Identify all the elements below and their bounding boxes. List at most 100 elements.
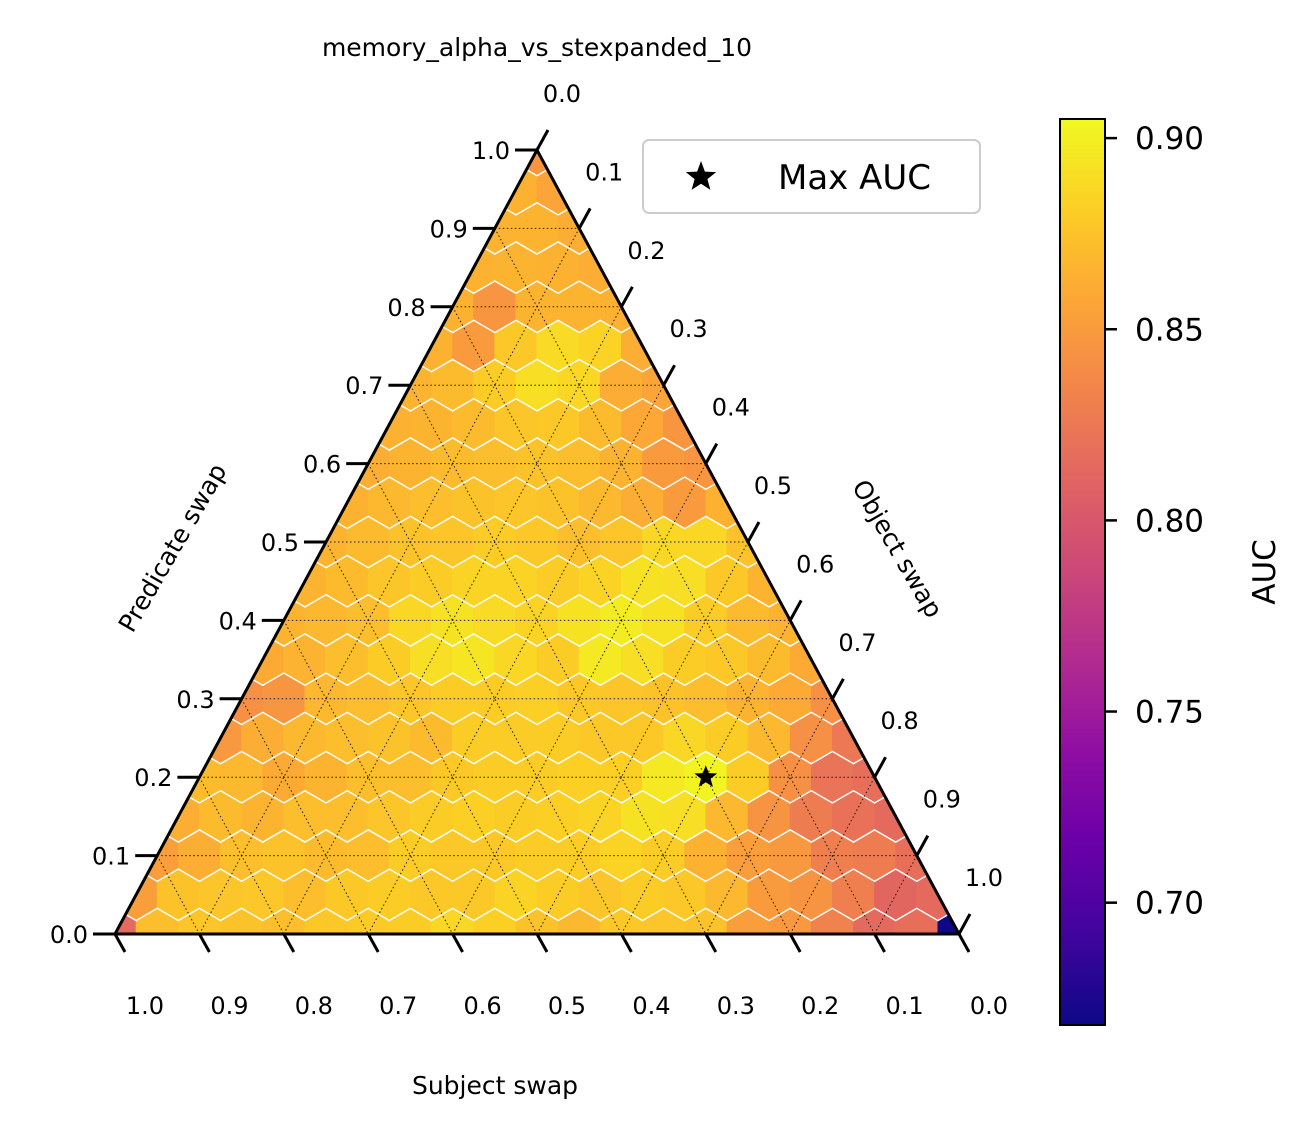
hex-cell xyxy=(747,634,791,685)
bottom-axis-tick-label: 0.1 xyxy=(886,992,924,1020)
bottom-axis-tick-label: 0.7 xyxy=(379,992,417,1020)
hex-cell xyxy=(621,791,664,842)
grid-line xyxy=(789,776,876,934)
bottom-axis-tick-label: 0.6 xyxy=(464,992,502,1020)
hex-cell xyxy=(853,909,897,934)
hex-cell xyxy=(452,477,496,528)
hex-cell xyxy=(431,673,475,724)
left-axis-tick-label: 0.1 xyxy=(92,843,130,871)
legend-box xyxy=(642,139,981,214)
hex-cell xyxy=(473,909,517,934)
left-axis-tick-label: 0.6 xyxy=(303,451,341,479)
bottom-axis-tick-label: 1.0 xyxy=(126,992,164,1020)
colorbar: 0.70 0.75 0.80 0.85 0.90 AUC xyxy=(1059,118,1283,1026)
right-axis-tick xyxy=(746,521,761,543)
hexbin-cells xyxy=(115,150,959,934)
hex-cell xyxy=(220,752,264,803)
hex-cell xyxy=(599,909,643,934)
right-axis-tick xyxy=(957,913,972,935)
bottom-axis-tick xyxy=(788,933,802,953)
hex-cell xyxy=(621,713,664,763)
bottom-axis-tick-label: 0.3 xyxy=(717,992,755,1020)
right-axis-tick-label: 0.1 xyxy=(585,158,623,186)
hex-cell xyxy=(705,713,749,763)
hex-cell xyxy=(726,673,770,724)
max-auc-star-icon xyxy=(694,765,718,787)
hex-cell xyxy=(515,830,559,881)
object-swap-axis-label: Object swap xyxy=(846,475,948,623)
hex-cell xyxy=(557,595,601,646)
hex-cell xyxy=(705,791,749,842)
hex-cell xyxy=(684,909,728,934)
left-axis-tick-label: 0.8 xyxy=(387,294,425,322)
hex-cell xyxy=(578,869,622,920)
left-axis-tick-label: 0.5 xyxy=(261,529,299,557)
grid-line xyxy=(620,620,791,934)
left-axis-tick-label: 0.0 xyxy=(50,921,88,949)
hex-cell xyxy=(663,477,707,528)
hex-cell xyxy=(557,438,601,489)
hex-cell xyxy=(262,673,306,724)
grid-line xyxy=(156,855,200,934)
left-axis-tick-label: 0.3 xyxy=(176,686,214,714)
colorbar-tick-label: 0.90 xyxy=(1135,121,1204,157)
hex-cell xyxy=(747,791,791,842)
hex-cell xyxy=(452,399,496,450)
hex-cell xyxy=(388,909,432,934)
grid-line xyxy=(494,228,876,934)
hex-cell xyxy=(578,634,622,685)
hex-cell xyxy=(536,399,580,450)
bottom-axis-tick xyxy=(113,933,127,953)
hex-cell xyxy=(515,360,559,411)
hex-cell xyxy=(431,517,475,567)
colorbar-label: AUC xyxy=(1247,539,1283,605)
right-axis-tick-label: 0.6 xyxy=(796,550,834,578)
hex-cell xyxy=(115,909,137,934)
right-axis-tick-label: 0.7 xyxy=(838,629,876,657)
legend: Max AUC xyxy=(642,139,981,214)
hex-cell xyxy=(283,713,327,763)
hex-cell xyxy=(367,791,411,842)
colorbar-tick-label: 0.75 xyxy=(1135,695,1204,731)
right-axis-tick xyxy=(662,364,676,386)
hex-cell xyxy=(536,634,580,685)
hex-cell xyxy=(557,281,601,332)
colorbar-tick-label: 0.80 xyxy=(1135,503,1204,539)
hex-cell xyxy=(220,909,264,934)
hex-cell xyxy=(494,713,538,763)
hex-cell xyxy=(642,438,686,489)
hex-cell xyxy=(283,791,327,842)
hex-cell xyxy=(473,438,517,489)
hex-cell xyxy=(578,399,622,450)
hex-cell xyxy=(494,399,538,450)
hex-cell xyxy=(621,399,664,450)
hex-cell xyxy=(431,360,475,411)
hex-cell xyxy=(768,909,812,934)
hex-cell xyxy=(810,909,854,934)
bottom-axis-tick xyxy=(873,933,886,953)
hex-cell xyxy=(177,909,221,934)
hex-cell xyxy=(241,791,285,842)
hex-cell xyxy=(262,909,306,934)
hex-cell xyxy=(135,909,179,934)
hex-cell xyxy=(346,830,390,881)
bottom-axis-tick-label: 0.4 xyxy=(632,992,670,1020)
right-axis-tick xyxy=(873,756,887,778)
hex-cell xyxy=(515,909,559,934)
hex-cell xyxy=(937,909,959,934)
hex-cell xyxy=(726,909,770,934)
legend-star-icon xyxy=(685,161,717,190)
hex-cell xyxy=(325,713,369,763)
hex-cell xyxy=(578,477,622,528)
hex-cell xyxy=(536,321,580,371)
right-axis-tick-label: 0.5 xyxy=(754,472,792,500)
right-axis-tick-label: 0.3 xyxy=(670,315,708,343)
right-axis-tick-label: 0.4 xyxy=(712,394,750,422)
grid-line xyxy=(198,776,285,934)
hex-cell xyxy=(410,556,453,607)
predicate-swap-axis-label: Predicate swap xyxy=(113,458,233,637)
hex-cell xyxy=(789,713,833,763)
left-axis-tick-label: 0.7 xyxy=(345,372,383,400)
colorbar-tick-label: 0.70 xyxy=(1135,886,1204,922)
hex-cell xyxy=(599,360,643,411)
